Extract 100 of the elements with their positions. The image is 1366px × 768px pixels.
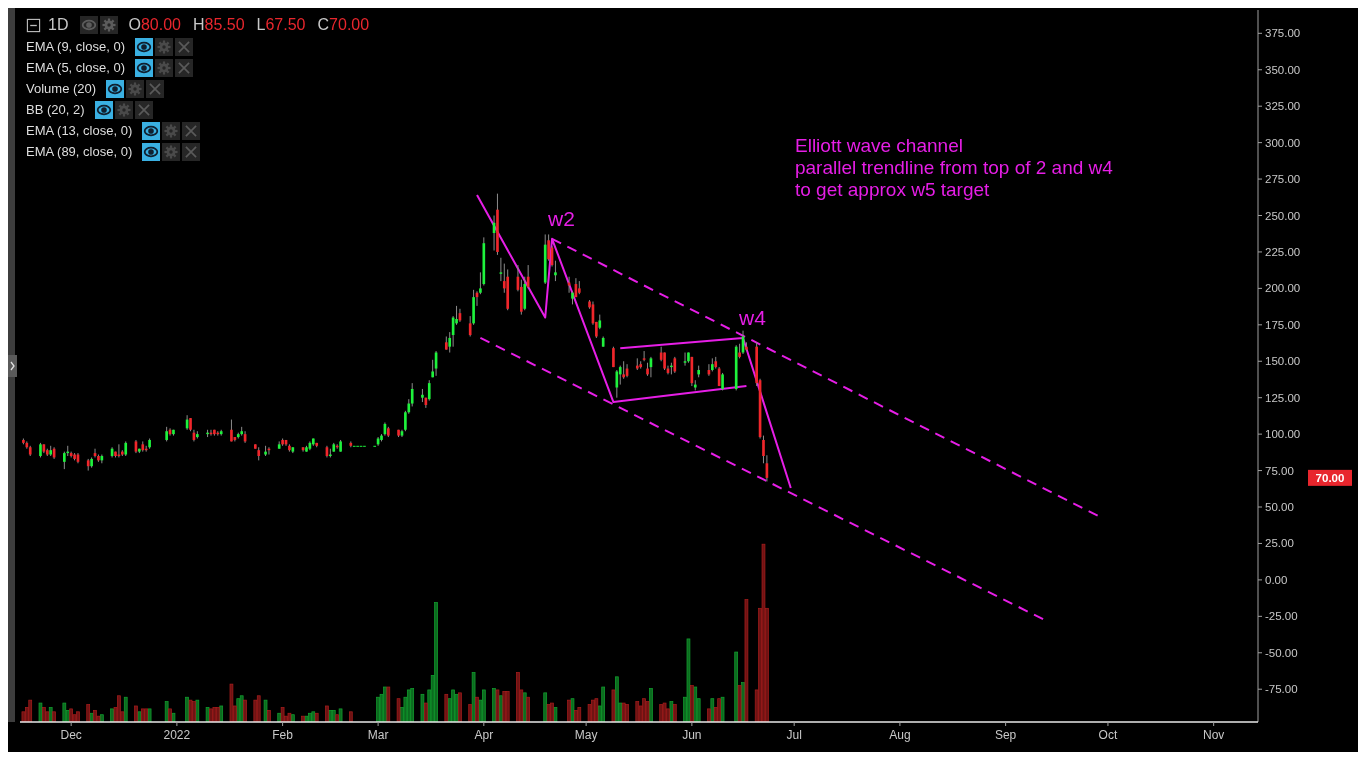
bar	[717, 698, 721, 722]
bar	[69, 708, 73, 722]
y-tick-label: 150.00	[1265, 355, 1301, 368]
bar	[256, 695, 261, 722]
bar	[649, 688, 653, 722]
annotation: Elliott wave channel parallel trendline from top of 2 and w4 to get approx w5 target	[794, 135, 1114, 201]
bar	[662, 702, 667, 722]
bar	[253, 699, 258, 722]
bar	[62, 702, 67, 722]
annotation: EMA (89, close, 0)	[26, 144, 133, 159]
bar	[744, 599, 749, 722]
annotation: EMA (9, close, 0)	[26, 39, 125, 54]
bar	[212, 707, 217, 722]
bar	[93, 709, 97, 722]
bar	[325, 705, 329, 722]
bar	[710, 698, 715, 722]
bar	[192, 701, 196, 722]
x-tick-label: Aug	[889, 728, 911, 742]
bar	[475, 696, 479, 722]
bar	[567, 699, 571, 722]
x-tick-label: Feb	[272, 728, 294, 742]
bar	[454, 693, 459, 722]
bar	[144, 708, 148, 722]
bar	[444, 693, 449, 722]
y-tick-label: 350.00	[1265, 63, 1301, 76]
candlestick	[499, 257, 503, 282]
bar	[526, 696, 530, 722]
bar	[76, 711, 80, 722]
x-tick-label: Oct	[1098, 728, 1118, 742]
bar	[386, 686, 391, 722]
bar	[86, 704, 91, 722]
y-tick-label: 75.00	[1265, 464, 1294, 477]
x-tick-label: May	[574, 728, 598, 742]
annotation: w4	[738, 305, 767, 329]
bar	[482, 689, 486, 722]
bar	[168, 708, 172, 722]
bar	[134, 705, 138, 722]
annotation: w2	[547, 206, 575, 230]
bar	[123, 696, 128, 722]
bar	[287, 712, 292, 722]
annotation: BB (20, 2)	[26, 102, 85, 117]
y-tick-label: -75.00	[1265, 683, 1298, 696]
bar	[171, 712, 176, 722]
bar	[601, 686, 606, 722]
y-tick-label: 225.00	[1265, 245, 1301, 258]
y-tick-label: 250.00	[1265, 209, 1301, 222]
x-tick-label: Apr	[474, 728, 494, 742]
bar	[635, 701, 640, 722]
bar	[690, 685, 694, 722]
bar	[301, 715, 305, 722]
bar	[707, 708, 711, 722]
bar	[338, 708, 343, 722]
bar	[280, 707, 285, 722]
bar	[468, 704, 472, 722]
bar	[625, 704, 629, 722]
bar	[734, 651, 739, 722]
bar	[577, 707, 582, 722]
x-tick-label: Sep	[994, 728, 1017, 742]
x-tick-label: Jun	[682, 728, 702, 742]
bar	[28, 699, 33, 722]
bar	[21, 711, 26, 722]
y-tick-label: 25.00	[1265, 537, 1294, 550]
bar	[611, 689, 616, 722]
bar	[52, 711, 56, 722]
x-tick-label: 2022	[163, 728, 191, 742]
annotation: Volume (20)	[26, 81, 97, 96]
bar	[243, 699, 247, 722]
candlestick	[427, 379, 431, 402]
bar	[669, 701, 674, 722]
bar	[471, 672, 476, 722]
chart-subtitle: O80.00 H85.50 L67.50 C70.00	[128, 16, 370, 33]
y-tick-label: -25.00	[1265, 610, 1298, 623]
y-tick-label: 100.00	[1265, 428, 1301, 441]
bar	[686, 638, 691, 722]
y-tick-label: 125.00	[1265, 391, 1301, 404]
bar	[543, 692, 548, 722]
candlestick	[410, 382, 414, 407]
y-tick-label: 50.00	[1265, 501, 1294, 514]
bar	[188, 699, 193, 722]
bar	[720, 696, 725, 722]
bar	[263, 699, 268, 722]
y-tick-label: -50.00	[1265, 646, 1298, 659]
bar	[495, 689, 500, 722]
bar	[570, 698, 575, 722]
chart-title: 1D	[48, 16, 69, 34]
y-tick-label: 325.00	[1265, 100, 1301, 113]
y-tick-label: 175.00	[1265, 318, 1301, 331]
bar	[502, 691, 507, 722]
bar	[396, 698, 401, 722]
y-tick-label: 200.00	[1265, 282, 1301, 295]
bar	[205, 707, 210, 722]
bar	[267, 709, 271, 722]
bar	[117, 695, 121, 722]
candlestick	[642, 350, 646, 362]
bar	[594, 698, 599, 722]
bar	[349, 711, 353, 722]
bar	[458, 692, 462, 722]
candlestick	[554, 260, 557, 282]
annotation: EMA (5, close, 0)	[26, 60, 125, 75]
bar	[45, 711, 50, 722]
